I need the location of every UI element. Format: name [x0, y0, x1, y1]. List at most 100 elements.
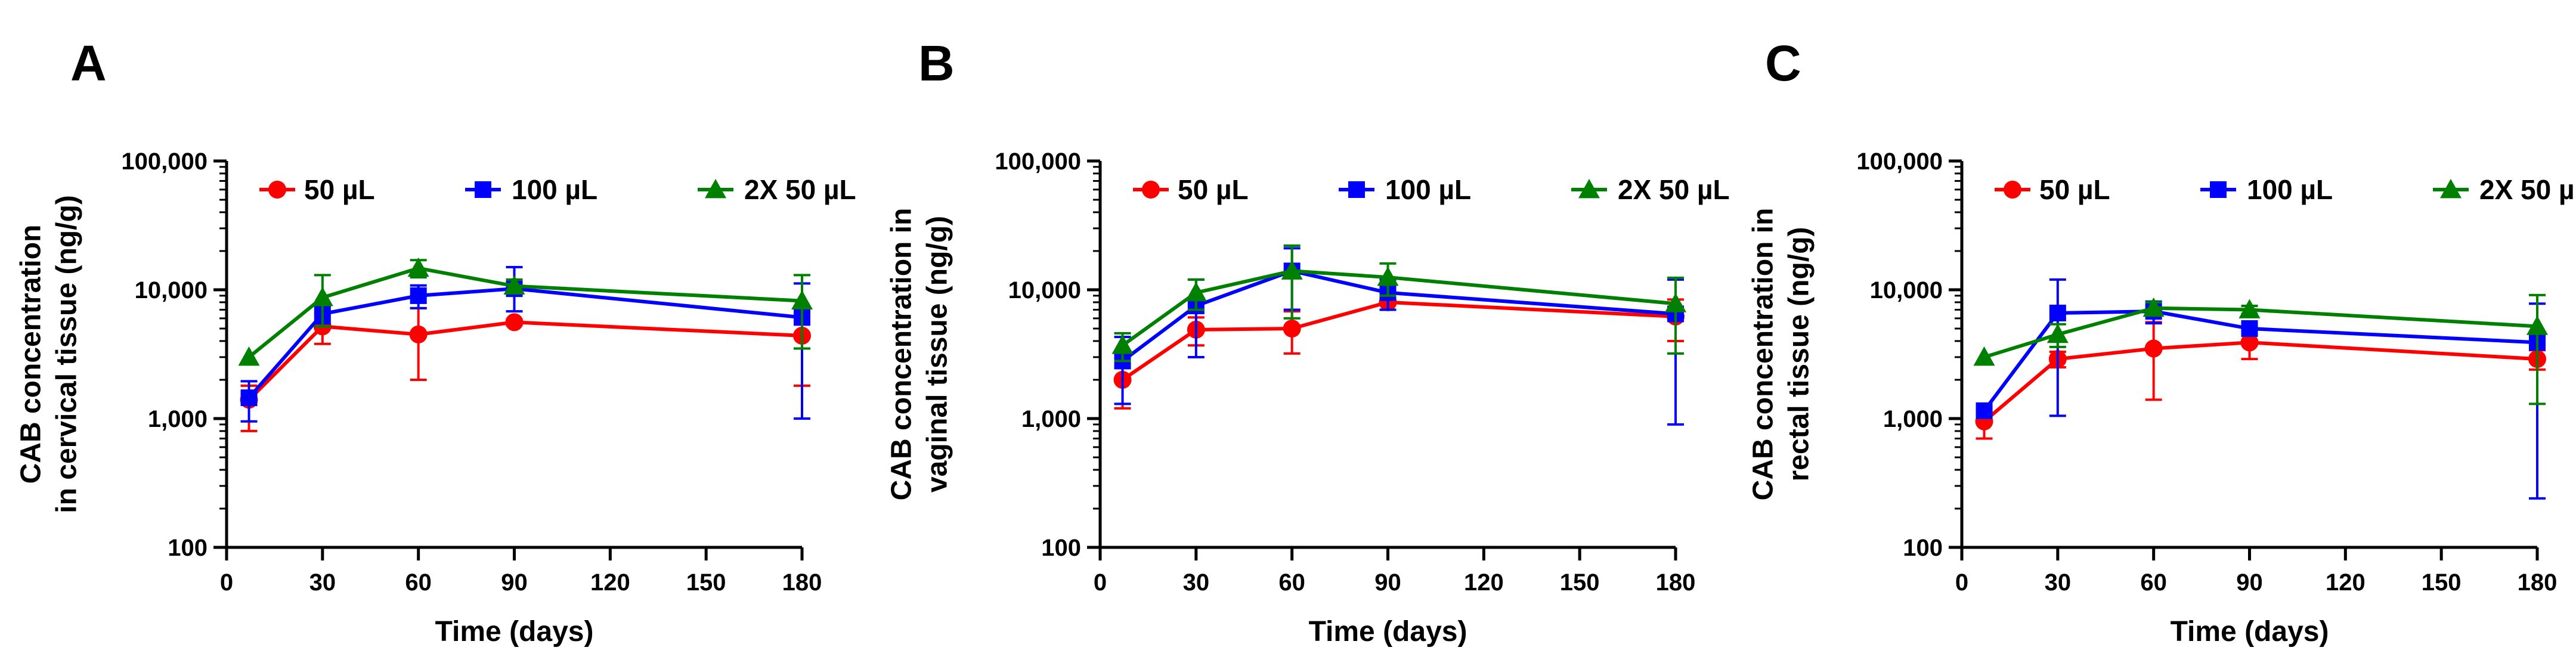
legend-label: 50 µL: [1178, 174, 1249, 205]
x-tick-label: 180: [782, 569, 822, 596]
y-tick-label: 1,000: [1883, 406, 1943, 432]
x-tick-label: 30: [309, 569, 336, 596]
x-axis-label: Time (days): [435, 616, 594, 648]
y-tick-label: 100: [1041, 535, 1081, 561]
series-circle: [240, 306, 811, 432]
y-tick-label: 10,000: [1870, 277, 1943, 303]
data-point: [2144, 339, 2163, 358]
data-point: [505, 313, 524, 332]
series-line: [247, 320, 803, 401]
x-tick-label: 60: [2140, 569, 2167, 596]
series-square: [1976, 278, 2546, 500]
series-line: [1983, 306, 2538, 359]
data-point: [311, 287, 333, 306]
y-axis-label: CAB concentration: [16, 225, 47, 484]
panel-b: B 100 1,000 10,000 100,000 0 30 60 90 120 150 180 Ti…: [886, 35, 1730, 648]
data-point: [791, 290, 813, 310]
x-tick-label: 30: [1183, 569, 1210, 596]
panel-letter: C: [1765, 35, 1801, 91]
series-line: [1121, 300, 1676, 382]
legend-marker: [2210, 181, 2227, 198]
x-tick-label: 120: [2326, 569, 2366, 596]
x-tick-label: 60: [1278, 569, 1305, 596]
series-triangle: [1973, 293, 2548, 405]
y-tick-label: 100,000: [121, 148, 208, 175]
legend-marker: [1142, 181, 1160, 199]
legend-label: 2X 50 µL: [744, 174, 856, 205]
y-axis-label: CAB concentration in: [886, 208, 918, 501]
data-point: [1377, 267, 1399, 286]
panel-letter: A: [70, 35, 107, 91]
data-point: [1111, 335, 1134, 354]
data-point: [410, 287, 427, 304]
x-tick-label: 90: [1374, 569, 1401, 596]
legend-entry: 100 µL: [1339, 174, 1471, 205]
series-line: [1121, 269, 1676, 363]
x-tick-label: 30: [2045, 569, 2072, 596]
data-point: [1283, 320, 1301, 338]
x-axis-label: Time (days): [1309, 616, 1467, 648]
y-tick-label: 100,000: [995, 148, 1081, 175]
series-line: [1983, 309, 2538, 412]
data-point: [2046, 323, 2069, 343]
y-axis-label: CAB concentration in: [1748, 208, 1779, 501]
x-tick-label: 120: [590, 569, 630, 596]
legend-entry: 2X 50 µL: [1571, 174, 1730, 205]
y-tick-label: 1,000: [1021, 406, 1081, 432]
x-tick-label: 150: [2422, 569, 2462, 596]
data-point: [2240, 333, 2259, 352]
panel-letter: B: [918, 35, 955, 91]
legend-marker: [1348, 181, 1365, 198]
panel-c: C 100 1,000 10,000 100,000 0 30 60 90 120 150 180 Ti…: [1748, 35, 2576, 648]
legend-entry: 50 µL: [1995, 174, 2110, 205]
series-triangle: [238, 257, 813, 366]
legend-label: 100 µL: [1385, 174, 1471, 205]
data-point: [1976, 402, 1993, 419]
legend-label: 50 µL: [304, 174, 375, 205]
legend-label: 2X 50 µL: [1618, 174, 1730, 205]
y-tick-label: 1,000: [148, 406, 208, 432]
x-tick-label: 0: [220, 569, 233, 596]
legend-label: 100 µL: [512, 174, 597, 205]
legend-label: 100 µL: [2247, 174, 2333, 205]
series-triangle: [1111, 244, 1686, 363]
legend-entry: 50 µL: [259, 174, 375, 205]
x-tick-label: 90: [2236, 569, 2263, 596]
legend-marker: [268, 181, 286, 199]
x-tick-label: 180: [2518, 569, 2558, 596]
legend-marker: [705, 179, 726, 199]
y-axis-label: in cervical tissue (ng/g): [51, 195, 83, 513]
legend-marker: [475, 181, 491, 198]
data-point: [1665, 293, 1686, 312]
data-point: [2241, 320, 2258, 337]
legend-marker: [2440, 179, 2462, 199]
data-point: [1973, 346, 1995, 366]
data-point: [1185, 281, 1207, 302]
x-tick-label: 60: [405, 569, 432, 596]
data-point: [2527, 315, 2548, 335]
legend-entry: 2X 50 µL: [2433, 174, 2576, 205]
legend-marker: [2004, 181, 2021, 199]
x-tick-label: 0: [1955, 569, 1968, 596]
legend-marker: [1578, 179, 1600, 199]
series-line: [1983, 340, 2538, 423]
y-axis-label: vaginal tissue (ng/g): [922, 216, 953, 493]
x-axis-label: Time (days): [2171, 616, 2329, 648]
y-tick-label: 10,000: [135, 277, 208, 303]
data-point: [2238, 299, 2261, 318]
data-point: [407, 257, 429, 277]
x-tick-label: 90: [501, 569, 528, 596]
data-point: [409, 325, 428, 343]
y-tick-label: 100: [1903, 535, 1943, 561]
x-tick-label: 120: [1464, 569, 1504, 596]
panel-a: A 100 1,000 10,000 100,000 0 30 60 90 120 150 180 Ti…: [16, 35, 856, 648]
legend-entry: 50 µL: [1133, 174, 1249, 205]
legend-entry: 100 µL: [2200, 174, 2333, 205]
data-point: [238, 346, 260, 366]
x-tick-label: 0: [1094, 569, 1107, 596]
data-point: [503, 275, 525, 295]
legend-label: 2X 50 µL: [2479, 174, 2576, 205]
x-tick-label: 180: [1656, 569, 1696, 596]
legend-entry: 2X 50 µL: [698, 174, 856, 205]
